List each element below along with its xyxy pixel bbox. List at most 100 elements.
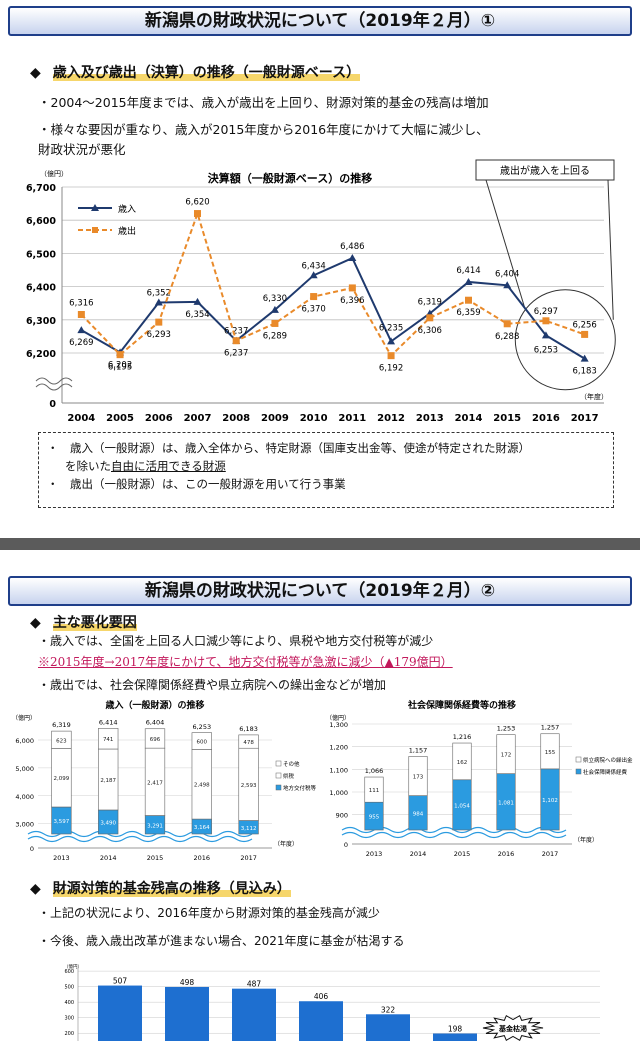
data-label: 6,297 <box>534 307 558 317</box>
chart1-ytick: 6,700 <box>26 183 56 194</box>
segment-label: 1,102 <box>542 798 558 804</box>
chart1-ylabel: （億円） <box>40 169 68 178</box>
diamond-bullet-icon: ◆ <box>30 65 41 81</box>
chart1-xtick: 2006 <box>145 413 173 424</box>
total-label: 1,253 <box>497 725 516 733</box>
diamond-bullet-icon: ◆ <box>30 615 41 631</box>
ytick: 300 <box>64 1016 74 1022</box>
data-label: 6,396 <box>340 296 364 306</box>
ytick: 5,000 <box>15 765 34 773</box>
chart1-ytick-zero: 0 <box>49 399 56 410</box>
slide1-note-box: ・ 歳入（一般財源）は、歳入全体から、特定財源（国庫支出金等、使途が特定された財… <box>38 432 614 508</box>
legend-label: 歳入 <box>118 203 136 215</box>
data-label: 6,202 <box>108 360 132 370</box>
legend-label: 県立病院への繰出金 <box>583 756 633 764</box>
slide2-bullet-3: ・上記の状況により、2016年度から財源対策的基金残高が減少 <box>38 906 380 920</box>
ytick: 1,300 <box>329 721 348 729</box>
slide1-section-title: 歳入及び歳出（決算）の推移（一般財源ベース） <box>52 65 361 81</box>
chart1-xlabel: （年度） <box>580 392 608 401</box>
bar-segment <box>144 728 166 749</box>
data-label: 6,352 <box>147 289 171 299</box>
xtick: 2013 <box>53 854 70 862</box>
data-label: 6,237 <box>224 327 248 337</box>
data-label: 6,330 <box>263 294 287 304</box>
bar-segment <box>496 734 516 774</box>
revenue-stacked-bar-chart: 歳入（一般財源）の推移 （億円） 3,000 4,000 5,000 6,000 0 3,59… <box>12 699 317 862</box>
data-point <box>581 330 589 338</box>
ytick: 6,000 <box>15 737 34 745</box>
segment-label: 155 <box>545 750 556 756</box>
data-point <box>426 314 434 322</box>
data-point <box>580 354 589 362</box>
bar-segment <box>452 742 472 781</box>
data-point <box>271 319 279 327</box>
bar-label: 507 <box>113 977 128 986</box>
bar-segment <box>98 728 119 750</box>
total-label: 6,319 <box>52 721 71 729</box>
data-point <box>503 320 511 328</box>
data-point <box>310 293 318 301</box>
data-label: 6,414 <box>456 266 480 276</box>
ytick: 1,200 <box>329 744 348 752</box>
data-point <box>77 310 85 318</box>
data-label: 6,293 <box>147 330 171 340</box>
axis-break-icon <box>27 835 253 843</box>
legend-swatch <box>275 760 282 767</box>
social-security-bar-chart: 社会保障関係経費等の推移 （億円） 900 1,000 1,100 1,200 1,300 0… <box>326 699 633 858</box>
slide1-bullet-2: ・様々な要因が重なり、歳入が2015年度から2016年度にかけて大幅に減少し、 <box>38 122 489 137</box>
axis-break-icon <box>35 377 73 385</box>
xtick: 2016 <box>194 854 211 862</box>
segment-label: 1,081 <box>498 800 514 806</box>
data-point <box>465 296 472 304</box>
xtick: 2014 <box>100 854 117 862</box>
xtick: 2017 <box>240 854 257 862</box>
total-label: 1,257 <box>541 724 560 732</box>
bar-segment <box>191 732 212 750</box>
data-label: 6,269 <box>69 338 93 348</box>
slide1-title: 新潟県の財政状況について（2019年２月）① <box>8 6 632 36</box>
segment-label: 3,597 <box>54 819 70 825</box>
slide2-bullet-4: ・今後、歳入歳出改革が進まない場合、2021年度に基金が枯渇する <box>38 934 405 948</box>
data-point <box>270 305 279 313</box>
data-label: 6,319 <box>418 297 442 307</box>
slide1-bullet-3: 財政状況が悪化 <box>38 142 126 157</box>
data-label: 6,306 <box>418 326 442 336</box>
legend-swatch <box>275 772 282 779</box>
data-point <box>348 254 357 262</box>
ytick: 3,000 <box>15 821 34 829</box>
legend-label: 歳出 <box>118 225 136 237</box>
data-label: 6,237 <box>224 349 248 359</box>
chart1-ytick: 6,200 <box>26 349 56 360</box>
slide2-section1-heading: ◆ 主な悪化要因 <box>30 612 137 632</box>
data-label: 6,253 <box>534 345 558 355</box>
chart1-ytick: 6,400 <box>26 283 56 294</box>
bar-label: 198 <box>448 1025 463 1034</box>
bar-segment <box>238 734 259 749</box>
bar-segment <box>408 756 428 796</box>
data-label: 6,256 <box>572 320 596 330</box>
legend-label: 地方交付税等 <box>283 784 317 792</box>
chart1-xtick: 2016 <box>532 413 560 424</box>
chart-ylabel: （億円） <box>326 714 350 722</box>
chart1-xtick: 2010 <box>300 413 328 424</box>
ytick-zero: 0 <box>344 841 348 849</box>
total-label: 6,253 <box>192 723 211 731</box>
ytick-zero: 0 <box>30 845 34 853</box>
data-label: 6,359 <box>456 308 480 318</box>
bar-label: 498 <box>180 978 195 987</box>
diamond-bullet-icon: ◆ <box>30 881 41 897</box>
chart1-xtick: 2012 <box>377 413 405 424</box>
chart1-xtick: 2005 <box>106 413 134 424</box>
data-point <box>193 297 202 305</box>
data-label: 6,354 <box>185 310 209 320</box>
data-label: 6,288 <box>495 332 519 342</box>
segment-label: 173 <box>413 775 424 781</box>
axis-break-icon <box>35 383 73 391</box>
xtick: 2015 <box>454 850 471 858</box>
bar-segment <box>364 776 384 803</box>
segment-label: 2,187 <box>100 778 116 784</box>
chart1-xtick: 2008 <box>222 413 250 424</box>
bar <box>98 985 142 1041</box>
xtick: 2017 <box>542 850 559 858</box>
xtick: 2016 <box>498 850 515 858</box>
